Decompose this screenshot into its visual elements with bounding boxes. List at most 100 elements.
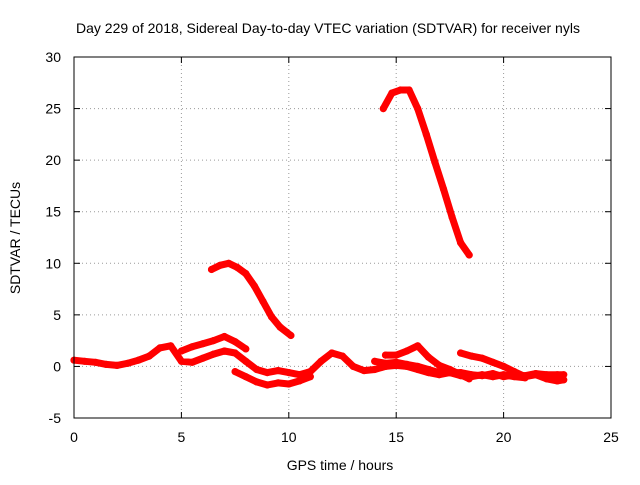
data-point (532, 371, 540, 379)
data-point (199, 354, 207, 362)
data-point (225, 259, 233, 267)
data-point (500, 371, 508, 379)
data-point (81, 357, 89, 365)
data-point (253, 378, 261, 386)
data-point (250, 282, 258, 290)
data-point (489, 373, 497, 381)
series-arc-h (457, 349, 568, 385)
y-tick-label: 10 (45, 255, 61, 271)
data-point (457, 239, 465, 247)
data-point (435, 369, 443, 377)
data-point (231, 349, 239, 357)
data-point (510, 368, 518, 376)
y-tick-label: 30 (45, 49, 61, 65)
data-point (285, 369, 293, 377)
data-point (553, 371, 561, 379)
data-point (220, 332, 228, 341)
data-point (543, 375, 551, 383)
data-point (242, 373, 250, 381)
y-tick-label: -5 (49, 410, 62, 426)
data-point (392, 351, 400, 359)
data-point (381, 359, 390, 367)
y-tick-label: 20 (45, 152, 61, 168)
data-point (553, 377, 561, 385)
data-point (489, 358, 497, 366)
data-point (188, 343, 196, 351)
data-point (424, 365, 432, 374)
chart-title: Day 229 of 2018, Sidereal Day-to-day VTE… (76, 20, 580, 36)
data-point (328, 349, 336, 357)
data-point (360, 367, 368, 375)
data-point (465, 251, 473, 259)
data-point (306, 373, 314, 381)
data-point (431, 158, 439, 166)
data-point (448, 213, 456, 221)
data-point (242, 345, 250, 353)
data-point (439, 185, 448, 193)
data-point (478, 371, 486, 379)
data-point (124, 359, 132, 367)
data-point (446, 369, 454, 377)
data-point (268, 313, 276, 321)
grid-layer (74, 57, 611, 418)
y-axis-label: SDTVAR / TECUs (7, 182, 23, 294)
data-point (274, 379, 282, 387)
data-point (253, 365, 261, 374)
x-tick-label: 25 (603, 429, 619, 445)
data-point (396, 86, 405, 94)
data-point (457, 349, 465, 357)
series-arc-g (371, 357, 529, 382)
data-point (274, 367, 282, 375)
data-point (392, 358, 400, 366)
data-point (207, 265, 216, 274)
x-tick-label: 15 (388, 429, 404, 445)
data-point (379, 105, 387, 113)
data-point (220, 347, 228, 355)
series-arc-c (207, 259, 295, 340)
data-point (259, 297, 267, 305)
data-point (521, 373, 529, 381)
data-point (306, 368, 314, 376)
data-point (467, 352, 475, 360)
data-layer (70, 86, 568, 389)
data-point (287, 331, 295, 340)
x-tick-label: 5 (178, 429, 186, 445)
data-point (210, 337, 218, 345)
x-tick-label: 0 (70, 429, 78, 445)
label-layer: Day 229 of 2018, Sidereal Day-to-day VTE… (7, 20, 580, 473)
data-point (188, 358, 196, 366)
data-point (338, 352, 347, 360)
y-tick-label: 0 (53, 358, 61, 374)
data-point (113, 361, 121, 369)
data-point (414, 105, 422, 113)
data-point (167, 342, 175, 350)
data-point (560, 371, 568, 379)
tick-layer: 0 5 10 15 20 25 -5 0 5 10 15 20 25 30 (45, 49, 619, 445)
series-arc-d (231, 368, 314, 389)
data-point (381, 351, 390, 359)
y-tick-label: 15 (45, 204, 61, 220)
x-axis-label: GPS time / hours (287, 457, 394, 473)
data-point (422, 130, 430, 138)
data-point (242, 357, 250, 365)
data-point (177, 347, 185, 355)
data-point (414, 342, 422, 350)
data-point (405, 86, 413, 94)
data-point (560, 376, 568, 384)
data-point (435, 361, 443, 369)
data-point (276, 323, 284, 331)
data-point (414, 362, 422, 370)
data-point (349, 362, 357, 370)
data-point (500, 362, 508, 370)
x-tick-label: 10 (281, 429, 297, 445)
data-point (371, 357, 379, 365)
data-point (295, 377, 304, 385)
data-point (210, 350, 218, 358)
data-point (156, 344, 164, 352)
data-point (231, 368, 239, 376)
data-point (231, 338, 239, 346)
plot-frame (73, 56, 612, 419)
series-trace (208, 259, 295, 339)
